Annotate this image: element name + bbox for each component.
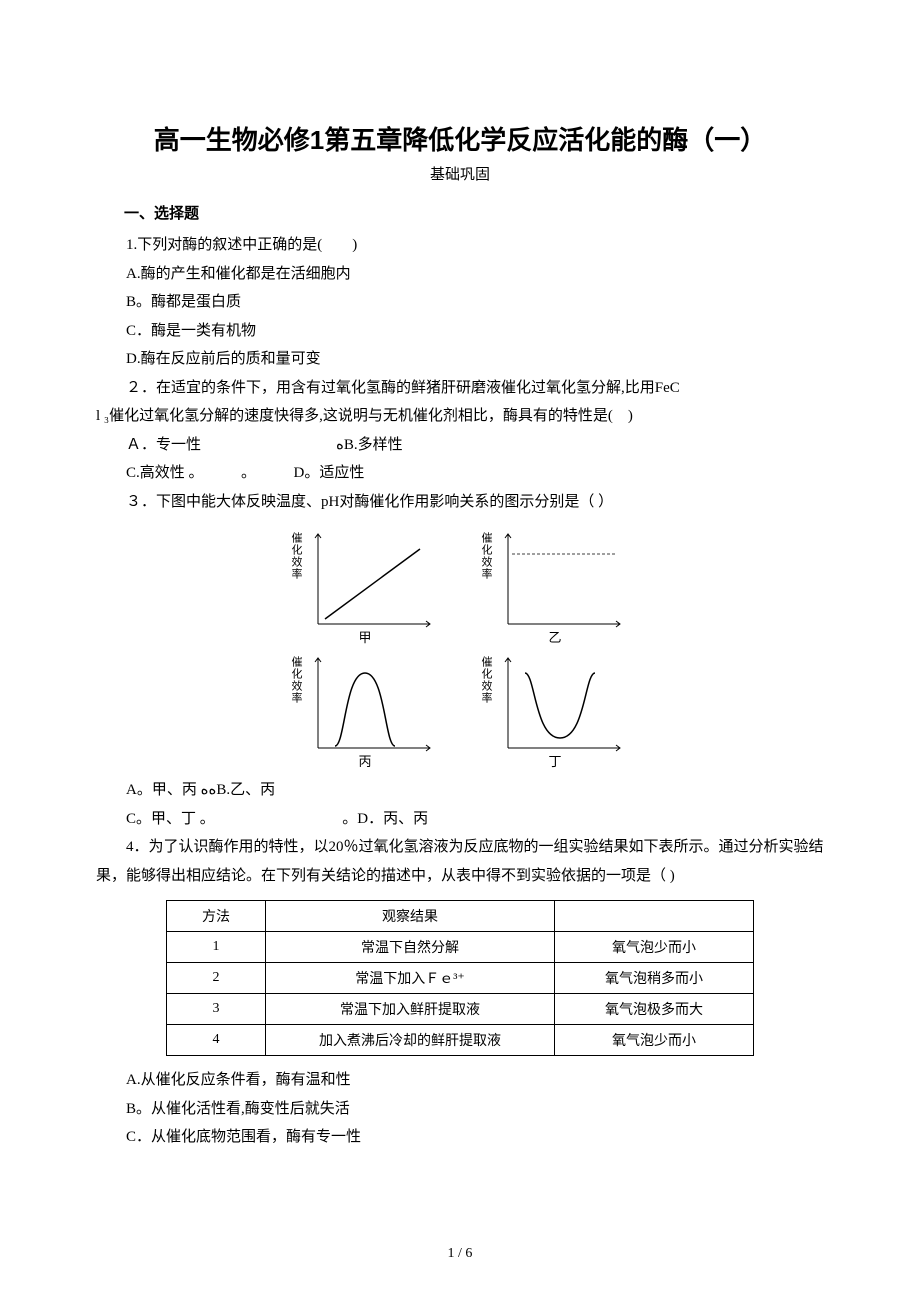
th-result: 观察结果 <box>266 901 555 932</box>
q1-opt-c: C．酶是一类有机物 <box>126 317 824 346</box>
q2-stem-1: ２．在适宜的条件下，用含有过氧化氢酶的鲜猪肝研磨液催化过氧化氢分解,比用FeC <box>96 374 824 403</box>
chart-ding: 催化效率 丁 <box>480 648 630 768</box>
chart-row-2: 催化效率 丙 催化效率 <box>96 648 824 768</box>
q4-stem: 4．为了认识酶作用的特性，以20％过氧化氢溶液为反应底物的一组实验结果如下表所示… <box>96 833 824 890</box>
table-row: 2 常温下加入Ｆｅ³⁺ 氧气泡稍多而小 <box>167 963 754 994</box>
chart-jia: 催化效率 甲 <box>290 524 440 644</box>
section-head-1: 一、选择题 <box>124 202 824 223</box>
doc-subtitle: 基础巩固 <box>96 163 824 184</box>
table-header-row: 方法 观察结果 <box>167 901 754 932</box>
cell: 氧气泡少而小 <box>555 932 754 963</box>
cell: 3 <box>167 994 266 1025</box>
q3-stem: ３．下图中能大体反映温度、pH对酶催化作用影响关系的图示分别是（ ） <box>96 488 824 517</box>
chart-jia-ylabel: 催化效率 <box>288 532 304 580</box>
q3-opts-cd: C。甲、丁 。 。D．丙、丙 <box>126 805 824 834</box>
chart-row-1: 催化效率 甲 催化效率 <box>96 524 824 644</box>
q1-opt-b: B。酶都是蛋白质 <box>126 288 824 317</box>
cell: 氧气泡稍多而小 <box>555 963 754 994</box>
q4-opt-b: B。从催化活性看,酶变性后就失活 <box>126 1095 824 1124</box>
chart-yi-label: 乙 <box>480 627 630 646</box>
q1-opt-d: D.酶在反应前后的质和量可变 <box>126 345 824 374</box>
cell: 4 <box>167 1025 266 1056</box>
q3-opts-ab: A。甲、丙 ﻩﻩB.乙、丙 <box>126 776 824 805</box>
cell: 2 <box>167 963 266 994</box>
chart-ding-label: 丁 <box>480 751 630 770</box>
q2-stem-2: l ₃催化过氧化氢分解的速度快得多,这说明与无机催化剂相比，酶具有的特性是( ) <box>96 402 824 431</box>
chart-ding-ylabel: 催化效率 <box>478 656 494 704</box>
doc-title: 高一生物必修1第五章降低化学反应活化能的酶（一） <box>96 120 824 157</box>
q4-table: 方法 观察结果 1 常温下自然分解 氧气泡少而小 2 常温下加入Ｆｅ³⁺ 氧气泡… <box>166 900 754 1056</box>
table-row: 3 常温下加入鲜肝提取液 氧气泡极多而大 <box>167 994 754 1025</box>
cell: 加入煮沸后冷却的鲜肝提取液 <box>266 1025 555 1056</box>
th-blank <box>555 901 754 932</box>
chart-jia-label: 甲 <box>290 627 440 646</box>
cell: 常温下自然分解 <box>266 932 555 963</box>
table-row: 4 加入煮沸后冷却的鲜肝提取液 氧气泡少而小 <box>167 1025 754 1056</box>
q4-opt-c: C．从催化底物范围看，酶有专一性 <box>126 1123 824 1152</box>
cell: 氧气泡少而小 <box>555 1025 754 1056</box>
q1-opt-a: A.酶的产生和催化都是在活细胞内 <box>126 260 824 289</box>
table-row: 1 常温下自然分解 氧气泡少而小 <box>167 932 754 963</box>
q2-opts-cd: C.高效性 。 。 D。适应性 <box>126 459 824 488</box>
chart-yi: 催化效率 乙 <box>480 524 630 644</box>
chart-yi-ylabel: 催化效率 <box>478 532 494 580</box>
chart-bing-ylabel: 催化效率 <box>288 656 304 704</box>
q4-opt-a: A.从催化反应条件看，酶有温和性 <box>126 1066 824 1095</box>
th-method: 方法 <box>167 901 266 932</box>
cell: 1 <box>167 932 266 963</box>
chart-bing: 催化效率 丙 <box>290 648 440 768</box>
cell: 常温下加入Ｆｅ³⁺ <box>266 963 555 994</box>
q1-stem: 1.下列对酶的叙述中正确的是( ) <box>96 231 824 260</box>
page: 高一生物必修1第五章降低化学反应活化能的酶（一） 基础巩固 一、选择题 1.下列… <box>0 0 920 1302</box>
cell: 常温下加入鲜肝提取液 <box>266 994 555 1025</box>
page-footer: 1 / 6 <box>0 1246 920 1262</box>
q2-opts-ab: Ａ．专一性 ﻩB.多样性 <box>126 431 824 460</box>
cell: 氧气泡极多而大 <box>555 994 754 1025</box>
chart-bing-label: 丙 <box>290 751 440 770</box>
q3-charts: 催化效率 甲 催化效率 <box>96 524 824 768</box>
